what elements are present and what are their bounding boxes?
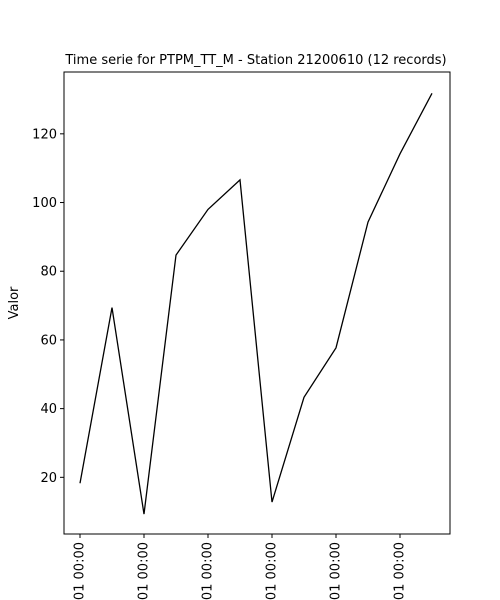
y-tick-label: 120 xyxy=(32,127,57,142)
chart-title: Time serie for PTPM_TT_M - Station 21200… xyxy=(64,53,446,68)
plot-frame xyxy=(63,71,451,535)
y-tick-label: 60 xyxy=(40,333,57,348)
y-tick-label: 40 xyxy=(40,402,57,417)
x-tick-label: 01 00:00 xyxy=(393,542,408,600)
x-tick-label: 01 00:00 xyxy=(73,542,88,600)
y-axis-label: Valor xyxy=(7,286,22,319)
x-tick-label: 01 00:00 xyxy=(329,542,344,600)
y-axis: 20 40 60 80 100 120 xyxy=(32,127,64,486)
x-tick-label: 01 00:00 xyxy=(137,542,152,600)
x-tick-label: 01 00:00 xyxy=(265,542,280,600)
y-tick-label: 20 xyxy=(40,471,57,486)
y-tick-label: 80 xyxy=(40,265,57,280)
series-line xyxy=(79,92,433,515)
y-tick-label: 100 xyxy=(32,196,57,211)
x-tick-label: 01 00:00 xyxy=(201,542,216,600)
x-axis: 01 00:00 01 00:00 01 00:00 01 00:00 01 00:00… xyxy=(73,534,408,600)
